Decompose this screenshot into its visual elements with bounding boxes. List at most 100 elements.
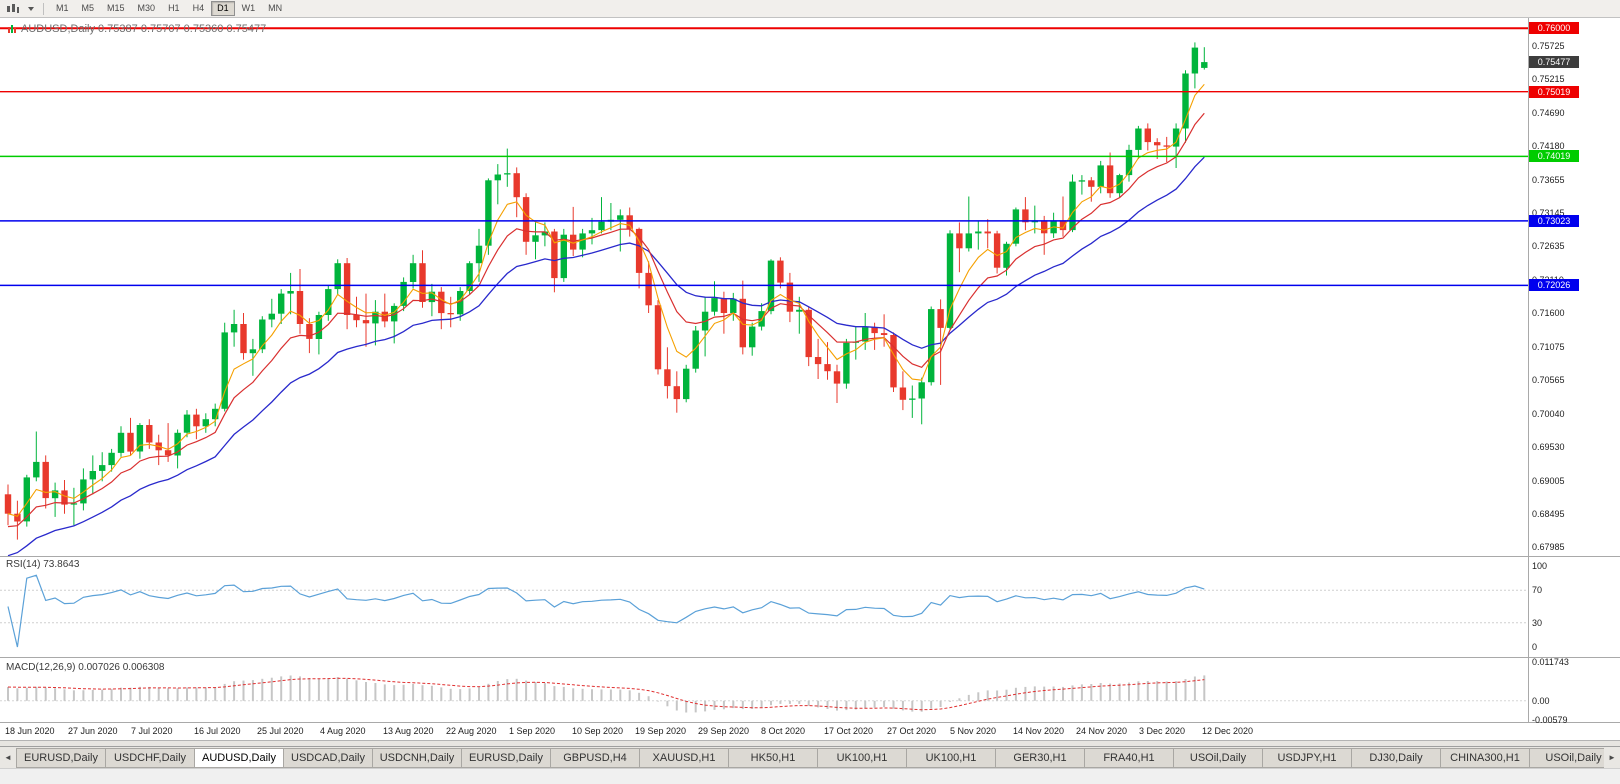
timeframe-button-m1[interactable]: M1	[56, 3, 69, 13]
timeframe-button-d1[interactable]: D1	[211, 1, 235, 16]
price-tick-label: 0.74180	[1532, 141, 1565, 151]
chart-tabbar: ◄ EURUSD,Daily USDCHF,Daily AUDUSD,Daily US…	[0, 746, 1620, 768]
date-tick-label: 17 Oct 2020	[824, 726, 874, 736]
chart-tab-usdcad-daily[interactable]: USDCAD,Daily	[283, 748, 372, 768]
price-level-badge: 0.75019	[1529, 85, 1579, 98]
candlestick-chart-button[interactable]	[3, 2, 23, 16]
top-toolbar: M1 M5 M15 M30 H1 H4 D1 W1 MN	[0, 0, 1620, 18]
candlestick-chart-icon	[7, 3, 19, 13]
macd-signal-line[interactable]	[7, 677, 1205, 711]
date-tick-label: 1 Sep 2020	[509, 726, 556, 736]
date-tick-label: 24 Nov 2020	[1076, 726, 1128, 736]
date-tick-label: 22 Aug 2020	[446, 726, 497, 736]
price-tick-label: 0.75215	[1532, 74, 1565, 84]
date-tick-label: 10 Sep 2020	[572, 726, 624, 736]
chart-tab-usdcnh-daily[interactable]: USDCNH,Daily	[372, 748, 461, 768]
ma-fast-line[interactable]	[7, 83, 1205, 517]
chart-tab-gbpusd-h4[interactable]: GBPUSD,H4	[550, 748, 639, 768]
chart-tab-hk50-h1[interactable]: HK50,H1	[728, 748, 817, 768]
price-axis[interactable]: 0.75725 0.75215 0.74690 0.74180 0.73655 0.731…	[1528, 18, 1620, 725]
price-tick-label: 0.75725	[1532, 41, 1565, 51]
price-tick-label: 0.69530	[1532, 442, 1565, 452]
rsi-tick-label: 100	[1532, 561, 1548, 571]
price-level-badge: 0.72026	[1529, 279, 1579, 292]
macd-pane	[0, 675, 1528, 713]
date-tick-label: 18 Jun 2020	[5, 726, 55, 736]
date-tick-label: 27 Jun 2020	[68, 726, 118, 736]
chart-title: AUDUSD,Daily 0.75387 0.75707 0.75360 0.7…	[8, 23, 266, 35]
toolbar-separator	[43, 2, 44, 15]
chart-tab-fra40-h1[interactable]: FRA40,H1	[1084, 748, 1173, 768]
chart-title-icon	[8, 24, 16, 33]
chart-hscroll[interactable]	[0, 740, 1620, 746]
date-tick-label: 13 Aug 2020	[383, 726, 434, 736]
macd-tick-label: 0.011743	[1532, 657, 1569, 667]
price-tick-label: 0.71600	[1532, 308, 1565, 318]
timeframe-buttons: M1 M5 M15 M30 H1 H4 D1 W1 MN	[50, 1, 288, 16]
chart-tab-uk100-h1[interactable]: UK100,H1	[817, 748, 906, 768]
time-axis[interactable]: 18 Jun 2020 27 Jun 2020 7 Jul 2020 16 Jul 2…	[0, 723, 1528, 740]
chart-title-text: AUDUSD,Daily 0.75387 0.75707 0.75360 0.7…	[21, 23, 267, 35]
date-tick-label: 29 Sep 2020	[698, 726, 750, 736]
ma-mid-line[interactable]	[7, 112, 1205, 528]
date-tick-label: 27 Oct 2020	[887, 726, 937, 736]
price-tick-label: 0.70565	[1532, 375, 1565, 385]
date-tick-label: 3 Dec 2020	[1139, 726, 1186, 736]
macd-label: MACD(12,26,9) 0.007026 0.006308	[6, 662, 165, 673]
chart-tab-ger30-h1[interactable]: GER30,H1	[995, 748, 1084, 768]
current-price-badge: 0.75477	[1529, 56, 1579, 69]
rsi-tick-label: 0	[1532, 642, 1538, 652]
macd-tick-label: -0.00579	[1532, 715, 1568, 725]
timeframe-button-m30[interactable]: M30	[137, 3, 156, 13]
date-tick-label: 8 Oct 2020	[761, 726, 806, 736]
price-tick-label: 0.73655	[1532, 174, 1565, 185]
price-tick-label: 0.69005	[1532, 475, 1565, 486]
timeframe-button-m5[interactable]: M5	[81, 3, 95, 13]
timeframe-button-w1[interactable]: W1	[241, 3, 256, 13]
price-tick-label: 0.71075	[1532, 341, 1565, 352]
chart-tab-uk100-h1[interactable]: UK100,H1	[906, 748, 995, 768]
chart-tab-eurusd-daily[interactable]: EURUSD,Daily	[461, 748, 550, 768]
status-bar	[0, 768, 1620, 784]
chart-tab-china300-h1[interactable]: CHINA300,H1	[1440, 748, 1529, 768]
price-level-badge: 0.73023	[1529, 214, 1579, 227]
date-tick-label: 19 Sep 2020	[635, 726, 687, 736]
chart-window: AUDUSD,Daily 0.75387 0.75707 0.75360 0.7…	[0, 18, 1620, 740]
chart-tab-usoil-daily[interactable]: USOil,Daily	[1173, 748, 1262, 768]
timeframe-button-h4[interactable]: H4	[192, 3, 205, 13]
chart-tab-usdjpy-h1[interactable]: USDJPY,H1	[1262, 748, 1351, 768]
chart-tab-usoil-daily[interactable]: USOil,Daily	[1529, 748, 1604, 768]
tabs-scroll-right-icon[interactable]: ►	[1608, 753, 1616, 762]
date-tick-label: 12 Dec 2020	[1202, 726, 1254, 736]
date-tick-label: 5 Nov 2020	[950, 726, 997, 736]
date-tick-label: 16 Jul 2020	[194, 726, 241, 736]
chart-type-dropdown-button[interactable]	[25, 2, 37, 16]
rsi-pane	[0, 574, 1528, 648]
timeframe-button-m15[interactable]: M15	[107, 3, 125, 13]
chart-tab-audusd-daily[interactable]: AUDUSD,Daily	[194, 748, 283, 768]
tabs-scroll-left-icon[interactable]: ◄	[4, 753, 12, 762]
timeframe-button-h1[interactable]: H1	[168, 3, 180, 13]
rsi-tick-label: 70	[1532, 585, 1543, 596]
pane-separators[interactable]	[0, 18, 1620, 723]
macd-tick-label: 0.00	[1532, 695, 1550, 706]
rsi-line[interactable]	[7, 574, 1205, 648]
price-tick-label: 0.67985	[1532, 542, 1565, 552]
chart-tab-xauusd-h1[interactable]: XAUUSD,H1	[639, 748, 728, 768]
ma-slow-line[interactable]	[7, 156, 1205, 556]
price-tick-label: 0.72635	[1532, 241, 1565, 252]
chart-tab-dj30-daily[interactable]: DJ30,Daily	[1351, 748, 1440, 768]
date-tick-label: 25 Jul 2020	[257, 726, 304, 736]
chart-tab-usdchf-daily[interactable]: USDCHF,Daily	[105, 748, 194, 768]
price-level-badge: 0.76000	[1529, 22, 1579, 35]
date-tick-label: 7 Jul 2020	[131, 726, 173, 736]
candlesticks	[4, 42, 1208, 540]
price-level-badge: 0.74019	[1529, 150, 1579, 163]
date-tick-label: 14 Nov 2020	[1013, 726, 1065, 736]
rsi-label: RSI(14) 73.8643	[6, 559, 80, 570]
price-tick-label: 0.74690	[1532, 107, 1565, 118]
chart-canvas[interactable]	[0, 18, 1620, 723]
timeframe-button-mn[interactable]: MN	[268, 3, 283, 13]
chart-tab-eurusd-daily[interactable]: EURUSD,Daily	[16, 748, 105, 768]
